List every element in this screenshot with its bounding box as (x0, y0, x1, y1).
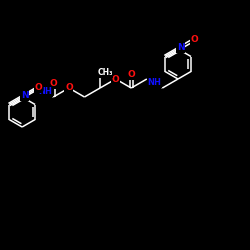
Text: NH: NH (148, 78, 162, 87)
Text: N: N (177, 43, 184, 52)
Text: CH₃: CH₃ (97, 68, 113, 77)
Text: O: O (35, 83, 42, 92)
Text: O: O (50, 79, 57, 88)
Text: O: O (65, 84, 73, 92)
Text: NH: NH (38, 87, 52, 96)
Text: O: O (112, 74, 120, 84)
Text: O: O (191, 35, 198, 44)
Text: N: N (21, 91, 28, 100)
Text: O: O (127, 70, 135, 79)
